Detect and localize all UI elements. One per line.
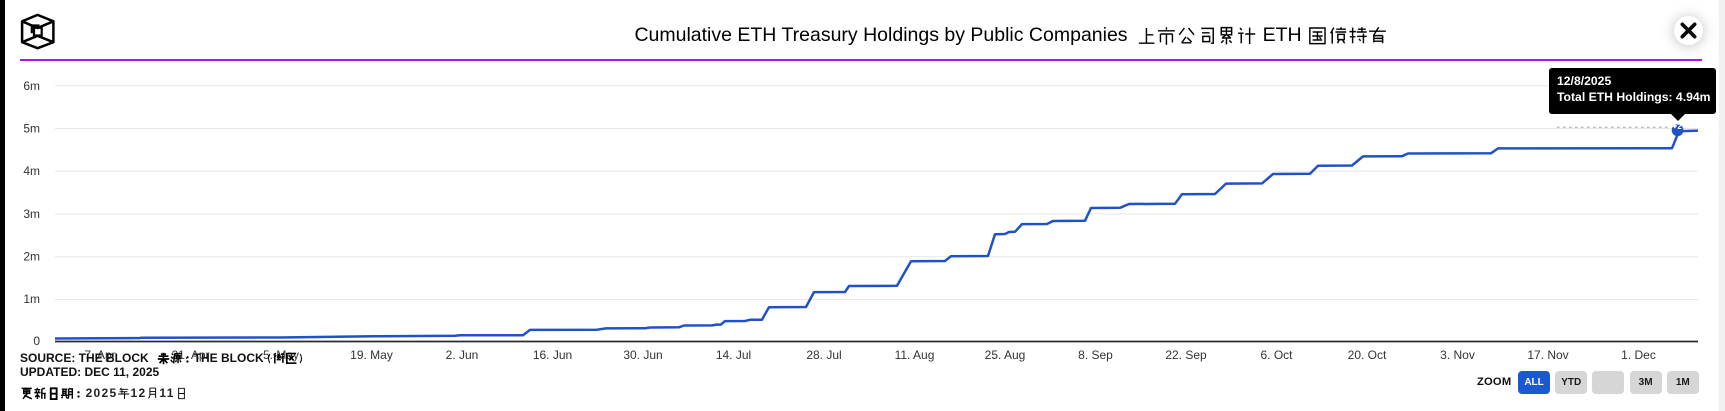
svg-text:3. Nov: 3. Nov (1440, 348, 1475, 362)
svg-text:8. Sep: 8. Sep (1078, 348, 1113, 362)
svg-text:16. Jun: 16. Jun (533, 348, 572, 362)
svg-text:6. Oct: 6. Oct (1260, 348, 1293, 362)
svg-text:1m: 1m (23, 292, 40, 306)
svg-text:28. Jul: 28. Jul (806, 348, 841, 362)
svg-text:11. Aug: 11. Aug (895, 348, 935, 362)
svg-text:14. Jul: 14. Jul (716, 348, 751, 362)
svg-text:1. Dec: 1. Dec (1621, 348, 1656, 362)
svg-text:3m: 3m (23, 207, 40, 221)
svg-text:2: 2 (1677, 122, 1682, 131)
svg-text:0: 0 (33, 334, 40, 348)
svg-text:17. Nov: 17. Nov (1527, 348, 1568, 362)
svg-text:7. Apr: 7. Apr (84, 348, 115, 362)
svg-text:6m: 6m (23, 79, 40, 93)
svg-text:4m: 4m (23, 164, 40, 178)
svg-text:2m: 2m (23, 250, 40, 264)
svg-text:30. Jun: 30. Jun (623, 348, 662, 362)
svg-text:19. May: 19. May (350, 348, 393, 362)
svg-text:22. Sep: 22. Sep (1165, 348, 1207, 362)
svg-text:21. Apr: 21. Apr (171, 348, 209, 362)
svg-text:20. Oct: 20. Oct (1348, 348, 1387, 362)
svg-text:5m: 5m (23, 122, 40, 136)
svg-text:2. Jun: 2. Jun (446, 348, 479, 362)
svg-text:25. Aug: 25. Aug (985, 348, 1026, 362)
